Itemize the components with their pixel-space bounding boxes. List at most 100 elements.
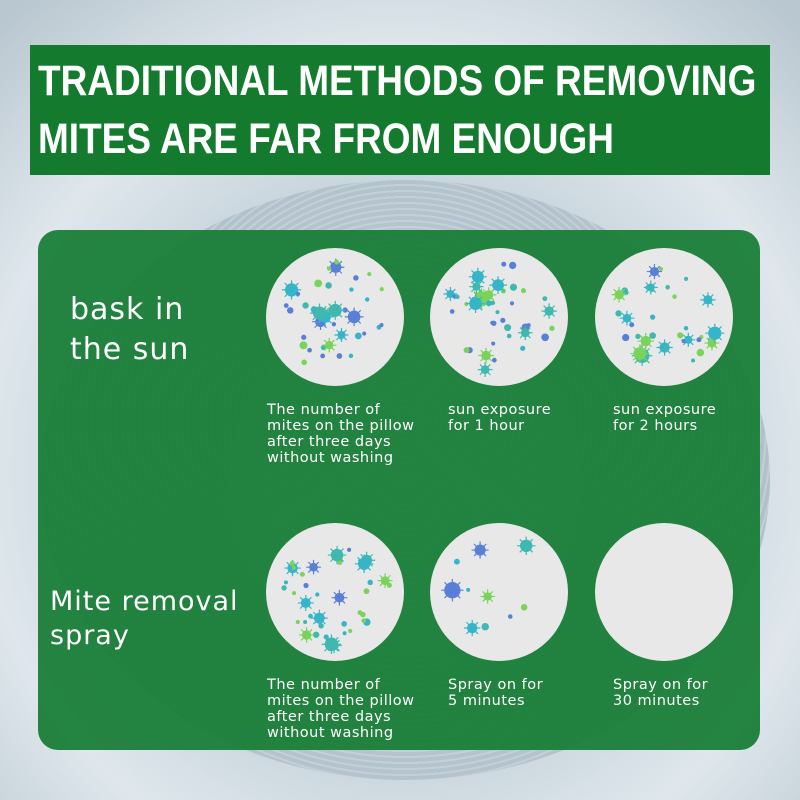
- mite-icon: [283, 303, 289, 308]
- mite-icon: [301, 359, 307, 366]
- mite-icon: [295, 291, 301, 296]
- mite-sample-circle: [266, 248, 404, 386]
- mite-icon: [303, 582, 309, 589]
- mite-icon: [491, 357, 497, 363]
- mite-icon: [630, 344, 650, 363]
- mite-icon: [362, 331, 367, 336]
- mite-icon: [354, 554, 374, 573]
- mite-icon: [500, 317, 506, 323]
- mite-icon: [516, 536, 536, 556]
- mite-icon: [542, 296, 548, 302]
- mite-icon: [327, 266, 332, 271]
- mite-icon: [325, 300, 345, 320]
- label-line: spray: [50, 620, 130, 651]
- mite-icon: [353, 275, 359, 281]
- mite-icon: [298, 627, 315, 643]
- mite-sample-circle: [430, 523, 568, 661]
- mite-icon: [700, 292, 716, 308]
- mite-icon: [677, 332, 684, 339]
- label-line: the sun: [70, 332, 190, 367]
- mite-icon: [342, 307, 348, 313]
- mite-icon: [611, 286, 627, 303]
- mite-icon: [615, 310, 622, 317]
- mite-icon: [337, 559, 343, 565]
- mite-icon: [637, 332, 654, 350]
- mite-icon: [455, 294, 460, 300]
- mite-icon: [379, 322, 384, 328]
- label-line: bask in: [70, 292, 185, 327]
- mite-icon: [331, 321, 337, 327]
- mite-icon: [681, 339, 686, 344]
- mite-icon: [341, 621, 347, 627]
- mite-icon: [509, 283, 518, 291]
- mite-icon: [645, 285, 650, 290]
- mite-icon: [307, 347, 312, 353]
- mite-icon: [672, 294, 677, 299]
- mite-icon: [649, 314, 656, 320]
- mite-icon: [386, 582, 392, 588]
- mite-icon: [507, 614, 513, 619]
- mite-icon: [490, 300, 496, 306]
- headline-line-2: MITES ARE FAR FROM ENOUGH: [38, 115, 614, 163]
- mite-icon: [619, 310, 635, 326]
- sample-caption: Spray on for 5 minutes: [448, 677, 544, 709]
- mite-icon: [622, 333, 630, 342]
- mite-icon: [367, 272, 372, 277]
- mite-icon: [331, 262, 337, 269]
- mite-icon: [295, 619, 300, 625]
- mite-icon: [466, 294, 485, 313]
- mite-icon: [509, 301, 515, 306]
- sample-caption: Spray on for 30 minutes: [613, 677, 709, 709]
- mite-icon: [649, 332, 656, 339]
- mite-icon: [696, 348, 705, 357]
- mite-icon: [310, 609, 328, 627]
- row-label-spray: Mite removal spray: [50, 585, 239, 653]
- mite-icon: [306, 559, 321, 575]
- mite-icon: [314, 279, 323, 288]
- mite-icon: [464, 619, 481, 637]
- mite-icon: [481, 622, 489, 631]
- mite-icon: [504, 324, 512, 332]
- mite-icon: [658, 266, 664, 272]
- mite-icon: [649, 287, 654, 292]
- mite-sample-circle: [266, 523, 404, 661]
- mite-icon: [291, 565, 296, 570]
- mite-icon: [283, 580, 289, 585]
- mite-icon: [495, 310, 500, 315]
- sample-caption: The number of mites on the pillow after …: [267, 677, 415, 741]
- mite-icon: [303, 620, 308, 625]
- mite-icon: [367, 579, 373, 586]
- mite-icon: [348, 628, 353, 634]
- mite-icon: [683, 325, 689, 331]
- mite-icon: [349, 287, 354, 292]
- mite-icon: [520, 288, 527, 294]
- mite-icon: [312, 631, 320, 638]
- mite-icon: [506, 333, 512, 339]
- mite-sample-circle: [595, 248, 733, 386]
- mite-icon: [541, 333, 549, 342]
- mite-icon: [327, 545, 347, 565]
- mite-icon: [468, 267, 487, 286]
- mite-icon: [315, 592, 320, 597]
- mite-icon: [469, 279, 484, 294]
- mite-icon: [281, 280, 302, 300]
- mite-icon: [477, 362, 493, 377]
- mite-icon: [541, 303, 557, 319]
- label-line: Mite removal: [50, 586, 239, 617]
- mite-icon: [478, 347, 494, 364]
- mite-icon: [377, 573, 393, 589]
- mite-icon: [281, 585, 287, 591]
- mite-icon: [299, 571, 305, 577]
- mite-icon: [344, 307, 364, 327]
- mite-icon: [629, 322, 635, 328]
- mite-icon: [663, 345, 669, 351]
- mite-icon: [334, 327, 349, 343]
- mite-sample-circle: [595, 523, 733, 661]
- mite-icon: [347, 547, 352, 552]
- mite-icon: [320, 344, 327, 351]
- mite-icon: [297, 594, 314, 611]
- headline-line-1: TRADITIONAL METHODS OF REMOVING: [38, 57, 757, 105]
- mite-icon: [696, 337, 702, 343]
- row-label-sun: bask in the sun: [70, 290, 189, 370]
- mite-icon: [621, 287, 628, 294]
